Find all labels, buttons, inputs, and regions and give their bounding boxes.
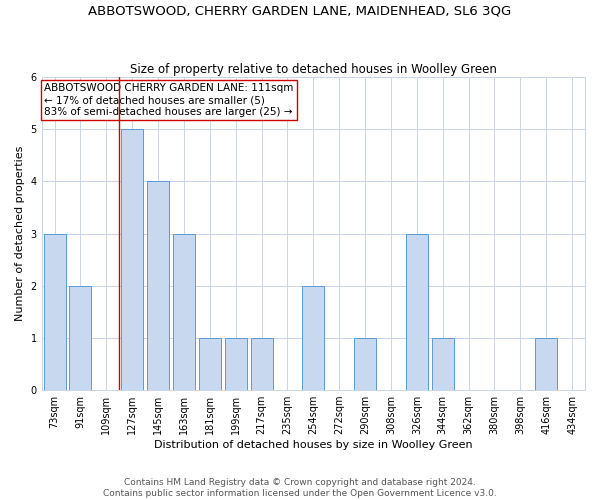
Text: ABBOTSWOOD CHERRY GARDEN LANE: 111sqm
← 17% of detached houses are smaller (5)
8: ABBOTSWOOD CHERRY GARDEN LANE: 111sqm ← …: [44, 84, 294, 116]
Bar: [432, 338, 454, 390]
Bar: [121, 130, 143, 390]
Y-axis label: Number of detached properties: Number of detached properties: [15, 146, 25, 322]
Bar: [225, 338, 247, 390]
Text: ABBOTSWOOD, CHERRY GARDEN LANE, MAIDENHEAD, SL6 3QG: ABBOTSWOOD, CHERRY GARDEN LANE, MAIDENHE…: [88, 5, 512, 18]
X-axis label: Distribution of detached houses by size in Woolley Green: Distribution of detached houses by size …: [154, 440, 473, 450]
Bar: [354, 338, 376, 390]
Bar: [173, 234, 195, 390]
Bar: [147, 182, 169, 390]
Bar: [302, 286, 325, 390]
Bar: [199, 338, 221, 390]
Bar: [535, 338, 557, 390]
Bar: [406, 234, 428, 390]
Title: Size of property relative to detached houses in Woolley Green: Size of property relative to detached ho…: [130, 63, 497, 76]
Bar: [44, 234, 65, 390]
Text: Contains HM Land Registry data © Crown copyright and database right 2024.
Contai: Contains HM Land Registry data © Crown c…: [103, 478, 497, 498]
Bar: [251, 338, 272, 390]
Bar: [70, 286, 91, 390]
